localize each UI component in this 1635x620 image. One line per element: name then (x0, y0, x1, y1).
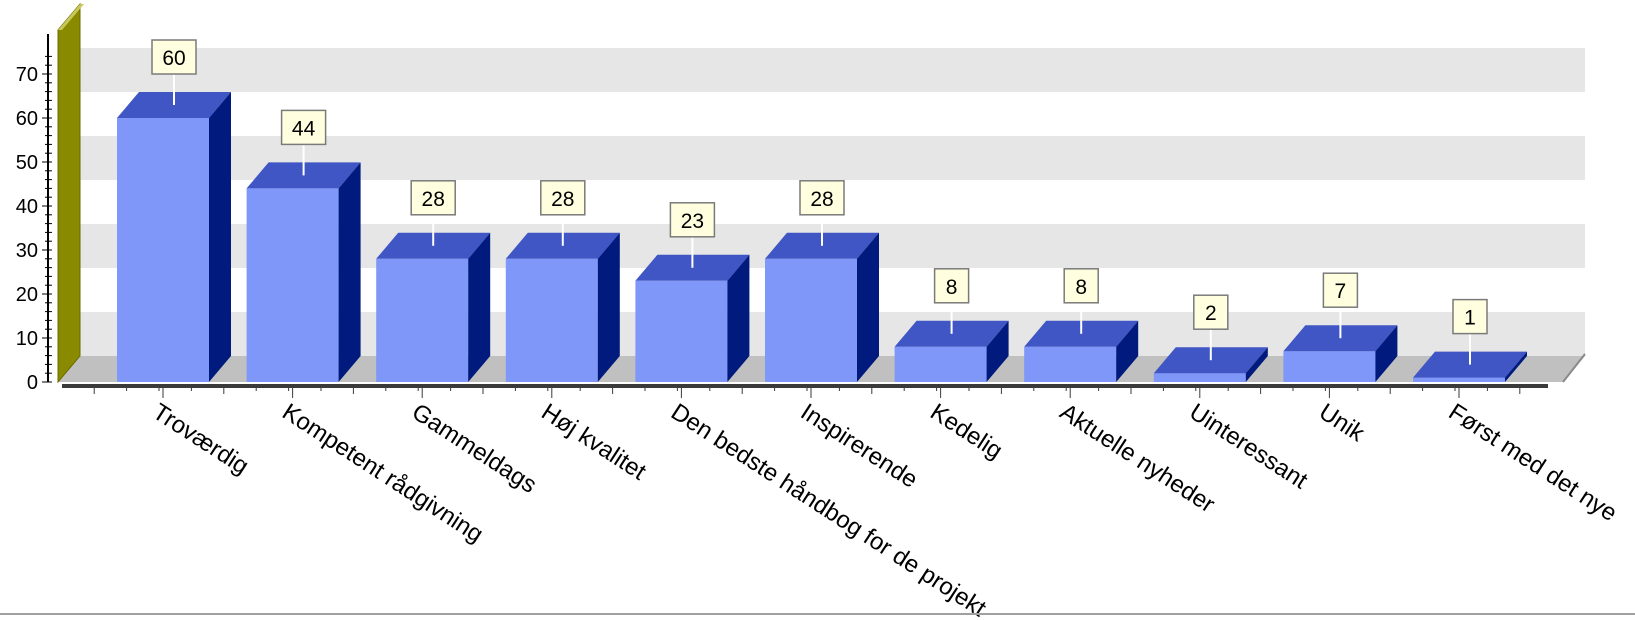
y-tick-label: 40 (16, 196, 38, 218)
x-category-label: Høj kvalitet (537, 398, 652, 485)
data-label: 44 (292, 117, 316, 140)
data-label-box (1063, 268, 1099, 304)
data-label-box (1322, 272, 1359, 308)
bar-side (986, 320, 1009, 382)
bar-front (1024, 346, 1117, 382)
x-category-label: Kedelig (925, 398, 1007, 464)
bar-front (246, 188, 339, 382)
y-tick-label: 0 (27, 372, 38, 394)
data-labels: 60 44 28 28 23 28 8 8 2 7 1 (151, 39, 1488, 365)
data-label: 28 (810, 188, 833, 211)
data-label-box (933, 268, 970, 304)
bar-side (209, 92, 231, 382)
bar (246, 162, 361, 382)
bar-side (1375, 325, 1398, 382)
y-tick-label: 50 (16, 152, 38, 174)
data-label: 23 (681, 210, 704, 233)
data-label-box (280, 109, 327, 146)
data-label-box (669, 202, 716, 238)
data-label-box (410, 180, 456, 216)
data-label: 7 (1335, 280, 1347, 303)
bar-front (1283, 351, 1376, 382)
bar (765, 232, 879, 382)
grid-band (80, 48, 1585, 92)
data-label: 28 (551, 188, 574, 211)
bar-side (468, 232, 491, 382)
bar (505, 232, 620, 382)
bar-front (505, 258, 598, 382)
bar-side (727, 254, 750, 382)
x-axis (62, 384, 1548, 398)
x-category-label: Troværdig (148, 398, 254, 480)
data-label: 2 (1205, 302, 1217, 325)
bar (117, 92, 231, 382)
bar-front (765, 258, 857, 382)
bar-side (1116, 320, 1139, 382)
y-tick-label: 30 (16, 240, 38, 262)
x-category-label: Unik (1314, 398, 1370, 447)
bar-side (338, 162, 361, 382)
category-labels: Troværdig Kompetent rådgivningGammeldagsH… (148, 398, 1622, 620)
data-label-box (1452, 298, 1488, 335)
bar-side (1505, 351, 1527, 382)
chart-left-wall (57, 2, 84, 384)
bar-front (894, 346, 987, 382)
data-label: 28 (422, 188, 445, 211)
x-category-label: Inspirerende (796, 398, 923, 493)
x-category-label: Gammeldags (407, 398, 541, 498)
bar-front (1153, 373, 1246, 382)
bar (376, 232, 491, 382)
bar-front (635, 280, 728, 382)
bar (635, 254, 750, 382)
y-tick-label: 10 (16, 328, 38, 350)
data-label-box (1193, 294, 1229, 330)
bar-front (1413, 377, 1505, 382)
data-label: 60 (162, 47, 185, 70)
bar-side (597, 232, 620, 382)
data-label: 8 (946, 276, 958, 299)
y-tick-label: 20 (16, 284, 38, 306)
bar-front (117, 118, 209, 382)
data-label-box (151, 39, 197, 75)
left-wall (57, 2, 81, 384)
bar-front (376, 258, 469, 382)
data-label-box (540, 180, 586, 216)
bar-side (857, 232, 879, 382)
y-axis: 0 10 20 30 40 50 60 70 (16, 34, 52, 394)
data-label: 8 (1075, 276, 1087, 299)
y-tick-label: 60 (16, 108, 38, 130)
floor-edge (1562, 353, 1586, 383)
data-label-box (799, 180, 845, 216)
x-category-label: Uinteressant (1185, 398, 1313, 494)
bars (117, 92, 1527, 382)
y-tick-label: 70 (16, 64, 38, 86)
bar-side (1245, 347, 1268, 382)
data-label: 1 (1464, 307, 1476, 330)
left-wall-top (58, 4, 84, 30)
x-category-label: Først med det nye (1444, 398, 1622, 527)
